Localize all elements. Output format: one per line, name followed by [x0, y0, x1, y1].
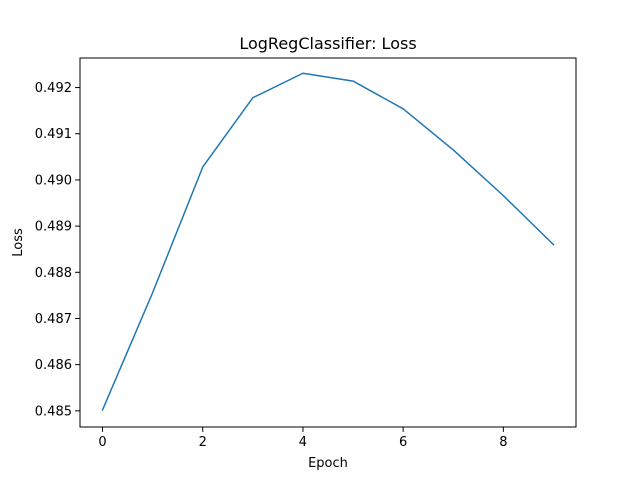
plot-frame: [79, 57, 577, 428]
plot-area: [80, 58, 576, 427]
x-tick-label: 6: [399, 435, 407, 450]
y-tick-label: 0.485: [35, 404, 72, 419]
x-tick-label: 4: [299, 435, 307, 450]
y-axis-label: Loss: [11, 228, 26, 257]
y-tick-label: 0.488: [35, 266, 72, 281]
ticks-layer: 0 2 4 6 8 0.485 0.486 0.487 0.488 0.489 0.490 0.491…: [35, 81, 508, 450]
loss-series-line: [101, 72, 555, 411]
x-axis-label: Epoch: [308, 456, 348, 471]
x-tick-label: 0: [98, 435, 106, 450]
y-tick-label: 0.492: [35, 81, 72, 96]
y-tick-label: 0.486: [35, 358, 72, 373]
series-layer: [101, 72, 555, 411]
y-tick-label: 0.487: [35, 312, 72, 327]
y-tick-label: 0.489: [35, 220, 72, 235]
x-tick-label: 8: [499, 435, 507, 450]
y-tick-label: 0.491: [35, 127, 72, 142]
chart-title: LogRegClassifier: Loss: [239, 34, 416, 53]
y-tick-label: 0.490: [35, 173, 72, 188]
x-tick-label: 2: [199, 435, 207, 450]
